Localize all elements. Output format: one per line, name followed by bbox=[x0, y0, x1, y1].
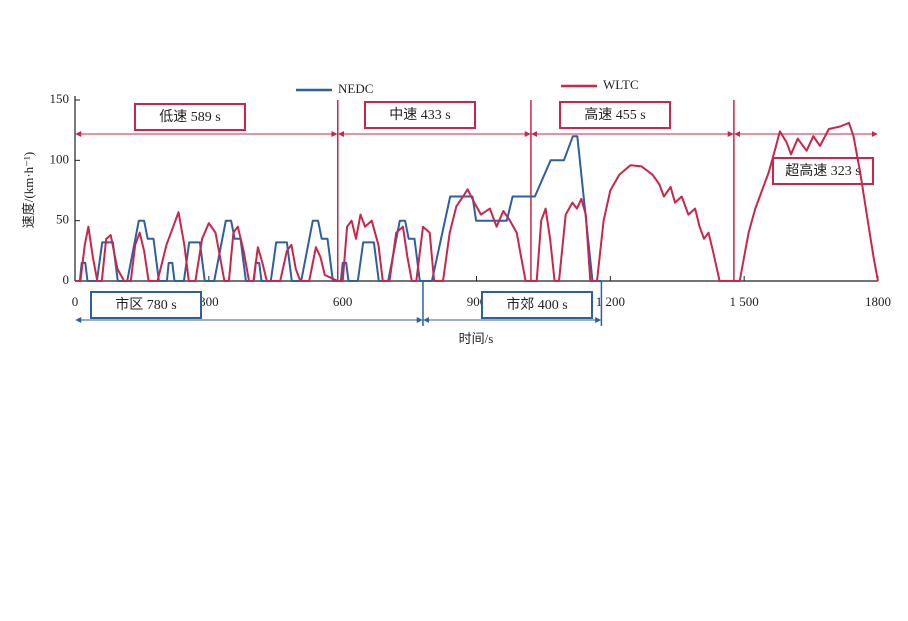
legend-label: NEDC bbox=[338, 81, 373, 96]
phase-label: 市区 780 s bbox=[115, 296, 176, 313]
phase-label: 高速 455 s bbox=[584, 106, 645, 123]
series-line bbox=[75, 121, 879, 282]
x-tick-label: 600 bbox=[333, 294, 353, 309]
phase-label: 低速 589 s bbox=[159, 109, 220, 125]
x-tick-label: 300 bbox=[199, 294, 219, 309]
x-axis-label: 时间/s bbox=[459, 331, 494, 346]
phase-box bbox=[134, 103, 246, 131]
phase-label: 超高速 323 s bbox=[785, 162, 860, 179]
y-tick-label: 100 bbox=[50, 151, 70, 166]
phase-label: 中速 433 s bbox=[389, 107, 450, 123]
phase-label: 市郊 400 s bbox=[506, 296, 567, 313]
x-tick-label: 1800 bbox=[865, 294, 891, 309]
y-tick-label: 150 bbox=[50, 91, 70, 106]
x-tick-label: 1 500 bbox=[730, 294, 759, 309]
y-tick-label: 50 bbox=[56, 212, 69, 227]
phase-box bbox=[772, 157, 874, 185]
series-line bbox=[75, 135, 602, 282]
phase-box bbox=[364, 101, 476, 129]
x-tick-label: 1 200 bbox=[596, 294, 625, 309]
phase-box bbox=[559, 101, 671, 129]
x-tick-label: 0 bbox=[72, 294, 79, 309]
legend-label: WLTC bbox=[603, 77, 639, 92]
y-tick-label: 0 bbox=[63, 272, 70, 287]
phase-box bbox=[481, 291, 593, 319]
phase-box bbox=[90, 291, 202, 319]
y-axis-label: 速度/(km·h⁻¹) bbox=[21, 152, 36, 228]
